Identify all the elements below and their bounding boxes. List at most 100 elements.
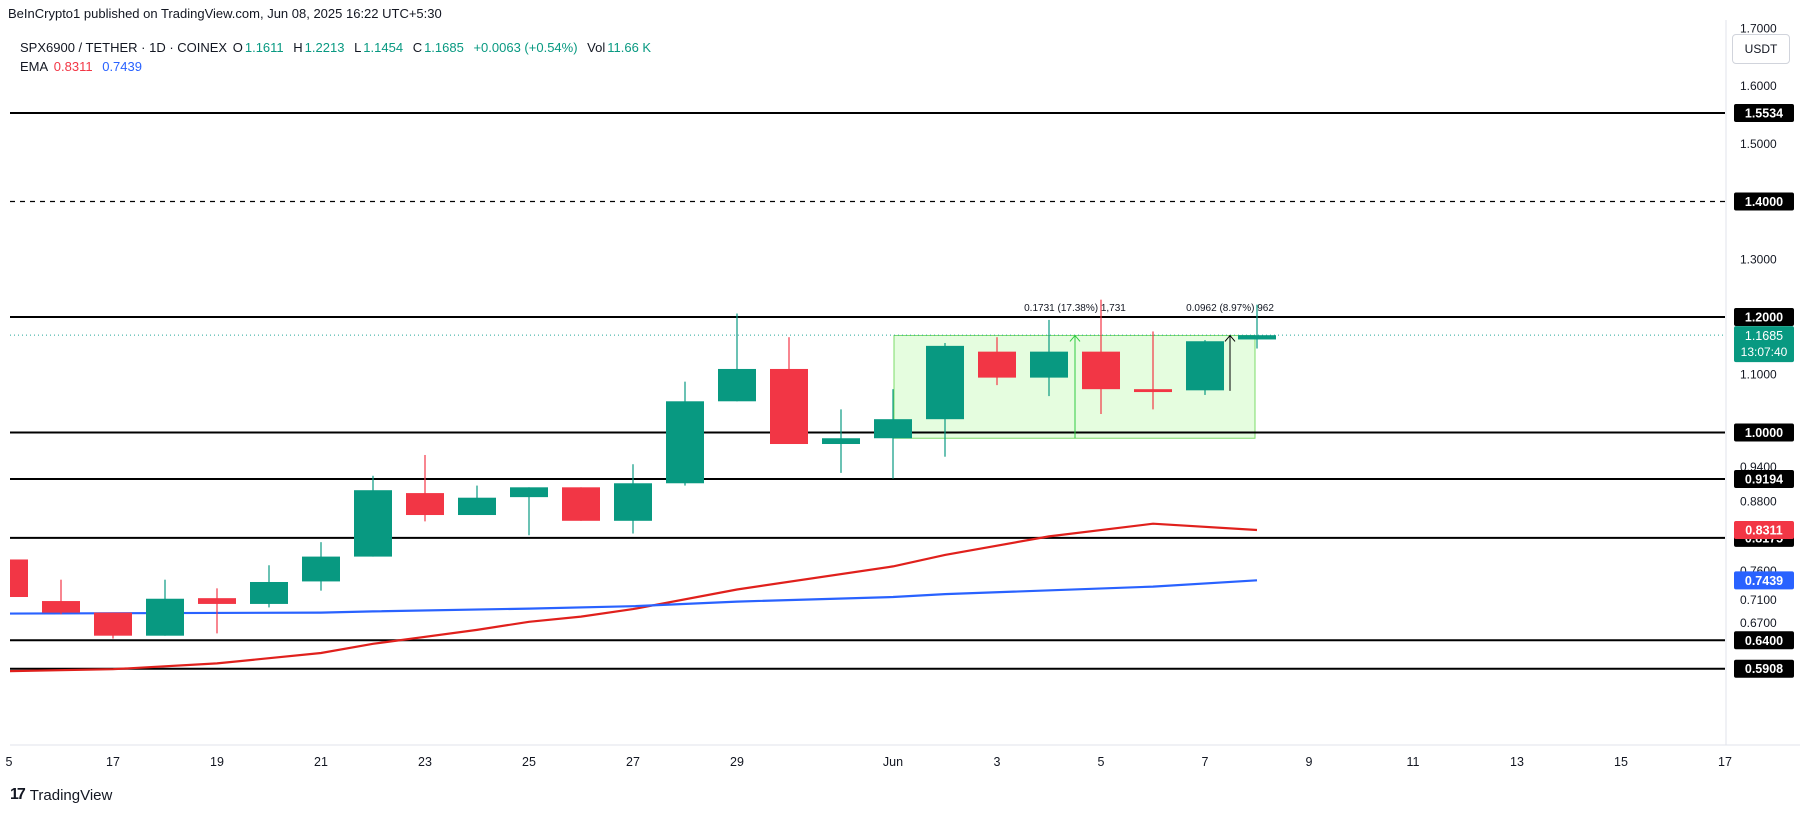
legend-ema-slow-value: 0.7439 (102, 59, 142, 74)
chart-legend: SPX6900 / TETHER · 1D · COINEX O 1.1611 H… (20, 38, 657, 76)
candle-body (406, 493, 444, 516)
candle-body (146, 598, 184, 636)
candle-body (1134, 389, 1172, 393)
y-tick-label: 1.5000 (1740, 137, 1777, 151)
current-price-label: 1.1685 13:07:40 (1734, 326, 1794, 363)
candle (562, 487, 600, 521)
countdown-text: 13:07:40 (1741, 345, 1788, 359)
candle (94, 612, 132, 639)
candle-body (1186, 341, 1224, 391)
candle-body (1082, 351, 1120, 390)
ema-fast-line (10, 522, 1258, 673)
candle (1134, 331, 1172, 410)
x-tick-label: 19 (210, 755, 224, 769)
candle-body (354, 490, 392, 557)
candle (978, 337, 1016, 386)
level-price-label-bg (1734, 631, 1794, 650)
level-price-label-bg (1734, 659, 1794, 678)
level-price-label-bg (1734, 470, 1794, 488)
currency-button[interactable]: USDT (1732, 34, 1790, 64)
legend-open-label: O (232, 40, 243, 55)
legend-ohlc-row: SPX6900 / TETHER · 1D · COINEX O 1.1611 H… (20, 38, 657, 57)
legend-open-value: 1.1611 (244, 40, 284, 55)
legend-close-label: C (412, 40, 423, 55)
ema-slow-line (10, 579, 1258, 615)
published-byline: BeInCrypto1 published on TradingView.com… (8, 6, 442, 21)
legend-vol-value: 11.66 K (607, 40, 652, 55)
level-price-label-bg (1734, 103, 1794, 122)
candle (1186, 340, 1224, 395)
candle-body (10, 559, 28, 598)
x-tick-label: 3 (994, 755, 1001, 769)
candle-body (718, 368, 756, 402)
candle (198, 588, 236, 634)
candle-body (770, 368, 808, 445)
current-price-bg (1734, 326, 1794, 363)
candle (1238, 304, 1276, 349)
tradingview-logo-icon: 17 (10, 786, 26, 803)
candle (1030, 319, 1068, 397)
x-tick-label: 25 (522, 755, 536, 769)
candle (1082, 299, 1120, 414)
measure-arrow (1069, 334, 1081, 342)
candle (718, 313, 756, 402)
y-tick-label: 0.7100 (1740, 593, 1777, 607)
x-tick-label: 17 (1718, 755, 1732, 769)
x-tick-label: 5 (6, 755, 13, 769)
candle (770, 337, 808, 445)
legend-high-label: H (293, 40, 303, 55)
y-tick-label: 1.6000 (1740, 79, 1777, 93)
candle-body (1030, 351, 1068, 378)
candle (146, 579, 184, 636)
level-price-label-bg (1734, 192, 1794, 211)
x-tick-label: 15 (1614, 755, 1628, 769)
y-tick-label: 1.3000 (1740, 252, 1777, 266)
x-tick-label: 5 (1098, 755, 1105, 769)
level-price-label-text: 1.4000 (1745, 195, 1783, 209)
y-tick-label: 1.1000 (1740, 368, 1777, 382)
x-tick-label: 7 (1202, 755, 1209, 769)
level-price-label: 1.2000 (1734, 308, 1794, 326)
candle (250, 565, 288, 608)
x-tick-label: 21 (314, 755, 328, 769)
level-price-label: 0.6400 (1734, 631, 1794, 650)
legend-close-value: 1.1685 (424, 40, 464, 55)
candle-body (562, 487, 600, 521)
candle (926, 342, 964, 457)
measure-annotation-label: 0.0962 (8.97%) 962 (1186, 303, 1274, 314)
candle-body (250, 581, 288, 604)
x-tick-label: 11 (1407, 755, 1420, 769)
legend-ema-label[interactable]: EMA (20, 59, 49, 74)
candle (302, 542, 340, 591)
ema-price-label-bg (1734, 571, 1794, 590)
candle-body (666, 401, 704, 484)
candle-body (458, 497, 496, 516)
x-tick-label: 9 (1306, 755, 1313, 769)
candle (874, 389, 912, 479)
level-price-label-bg (1734, 308, 1794, 326)
tradingview-brand-label: TradingView (29, 786, 113, 804)
y-tick-label: 1.7000 (1740, 21, 1777, 35)
x-tick-label: 27 (626, 755, 640, 769)
price-chart[interactable]: 0.1731 (17.38%) 1,731 0.0962 (8.97%) 962 1… (0, 0, 1814, 780)
level-price-label: 1.0000 (1734, 423, 1794, 442)
x-tick-label: 23 (418, 755, 432, 769)
candle-body (822, 438, 860, 445)
candle (458, 485, 496, 516)
legend-symbol[interactable]: SPX6900 / TETHER · 1D · COINEX (20, 40, 228, 55)
level-price-label-bg (1734, 423, 1794, 442)
measure-arrow (1224, 334, 1236, 342)
candle-body (978, 351, 1016, 378)
tradingview-logo[interactable]: 17 TradingView (10, 786, 112, 804)
x-tick-label: 17 (106, 755, 120, 769)
level-price-label: 1.5534 (1734, 103, 1794, 122)
candle-body (926, 345, 964, 420)
ema-price-label-text: 0.8311 (1745, 523, 1783, 537)
level-price-label-text: 1.2000 (1745, 311, 1783, 325)
candle (614, 464, 652, 534)
legend-low-label: L (354, 40, 362, 55)
y-tick-label: 0.6700 (1740, 616, 1777, 630)
ema-price-label-bg (1734, 520, 1794, 539)
candle-body (510, 487, 548, 498)
level-price-label-text: 0.5908 (1745, 662, 1783, 676)
